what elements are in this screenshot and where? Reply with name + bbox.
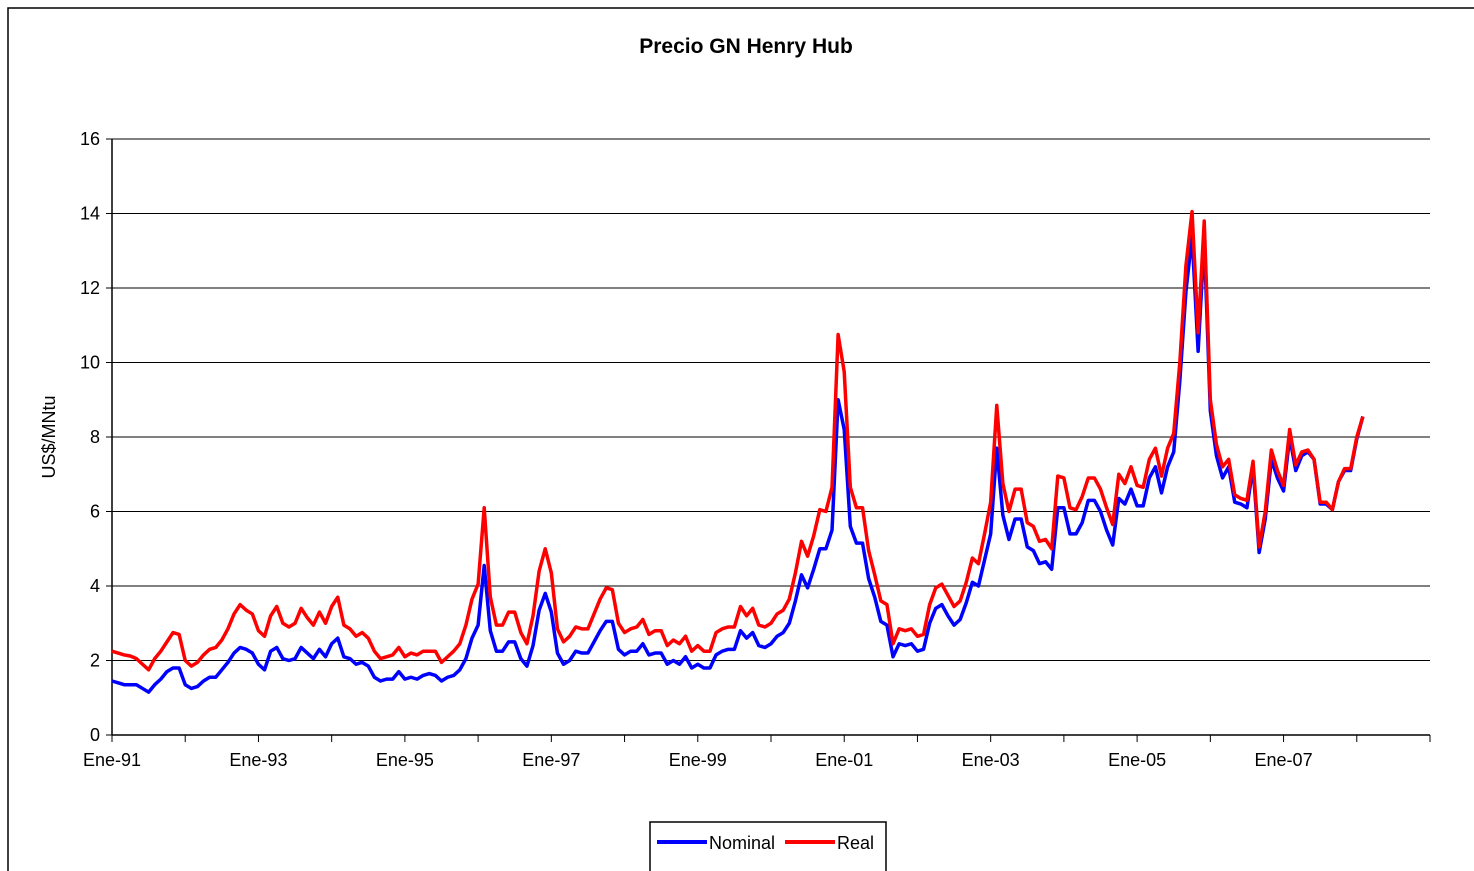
y-tick-label: 8	[90, 427, 100, 447]
series-line	[111, 209, 1365, 672]
y-tick-label: 14	[80, 204, 100, 224]
chart-frame	[7, 7, 1474, 871]
x-tick-label: Ene-99	[669, 750, 727, 770]
chart-title: Precio GN Henry Hub	[639, 35, 853, 58]
y-tick-label: 16	[80, 129, 100, 149]
legend-items: Nominal Real	[657, 833, 874, 853]
y-tick-label: 0	[90, 725, 100, 745]
legend-label: Nominal	[709, 833, 775, 853]
x-tick-label: Ene-97	[522, 750, 580, 770]
x-tick-label: Ene-95	[376, 750, 434, 770]
series-line	[111, 234, 1365, 694]
x-tick-label: Ene-07	[1255, 750, 1313, 770]
x-tick-label: Ene-91	[83, 750, 141, 770]
y-tick-label: 4	[90, 576, 100, 596]
y-tick-label: 2	[90, 651, 100, 671]
y-axis-label: US$/MNtu	[39, 395, 59, 478]
x-tick-label: Ene-03	[962, 750, 1020, 770]
y-tick-label: 6	[90, 502, 100, 522]
x-tick-label: Ene-01	[815, 750, 873, 770]
legend	[649, 821, 887, 871]
x-tick-label: Ene-05	[1108, 750, 1166, 770]
y-tick-label: 12	[80, 278, 100, 298]
y-tick-label: 10	[80, 353, 100, 373]
x-tick-label: Ene-93	[229, 750, 287, 770]
plot	[111, 209, 1365, 694]
legend-label: Real	[837, 833, 874, 853]
